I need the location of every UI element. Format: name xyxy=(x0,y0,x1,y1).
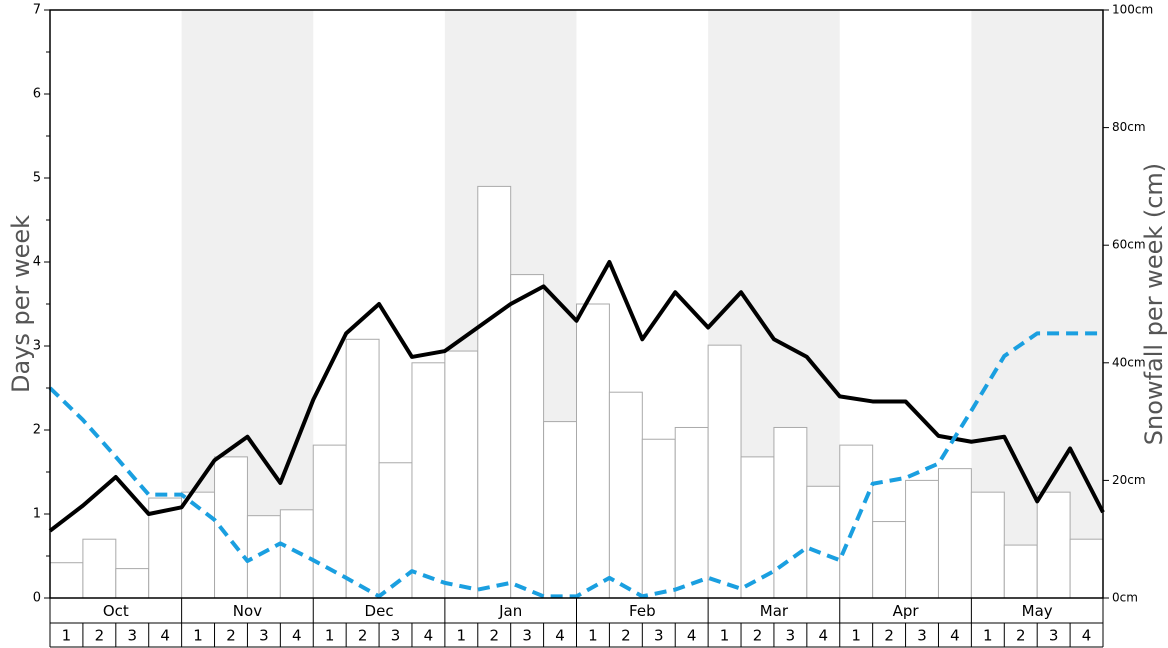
week-label: 4 xyxy=(819,627,829,645)
week-label: 4 xyxy=(1082,627,1092,645)
bar xyxy=(345,338,380,599)
bar xyxy=(905,479,939,599)
week-label: 3 xyxy=(522,627,532,645)
month-label: Apr xyxy=(893,602,920,620)
bar xyxy=(510,274,545,599)
y-tick-label: 3 xyxy=(33,339,41,354)
week-label: 1 xyxy=(325,627,335,645)
week-label: 4 xyxy=(555,627,565,645)
week-label: 2 xyxy=(489,627,499,645)
week-label: 3 xyxy=(391,627,401,645)
y2-tick-label: 40cm xyxy=(1112,355,1146,369)
y2-tick-label: 20cm xyxy=(1112,473,1146,487)
week-label: 1 xyxy=(720,627,730,645)
y2-tick-label: 0cm xyxy=(1112,591,1138,605)
week-label: 3 xyxy=(127,627,137,645)
week-label: 1 xyxy=(193,627,203,645)
line-series xyxy=(48,260,1105,533)
week-label: 2 xyxy=(95,627,105,645)
bar xyxy=(576,303,610,599)
y-tick-label: 4 xyxy=(33,255,41,270)
bar xyxy=(246,515,281,599)
month-label: Nov xyxy=(233,602,262,620)
y-tick-label: 6 xyxy=(33,87,41,102)
month-label: Oct xyxy=(103,602,129,620)
bar xyxy=(641,438,676,599)
bar xyxy=(1036,491,1071,599)
week-label: 4 xyxy=(950,627,960,645)
week-label: 2 xyxy=(226,627,236,645)
bar xyxy=(444,350,479,599)
week-label: 2 xyxy=(753,627,763,645)
bar xyxy=(411,362,446,599)
bar xyxy=(1003,544,1038,599)
bar xyxy=(608,391,643,599)
bar xyxy=(543,421,577,599)
y-tick-label: 1 xyxy=(33,507,41,522)
week-label: 4 xyxy=(687,627,697,645)
bar xyxy=(378,462,413,599)
month-label: Jan xyxy=(498,602,522,620)
week-label: 2 xyxy=(1016,627,1026,645)
bar xyxy=(806,485,841,599)
week-label: 1 xyxy=(457,627,467,645)
week-label: 3 xyxy=(917,627,927,645)
y-axis-label: Days per week xyxy=(7,215,35,393)
bar xyxy=(937,468,972,599)
month-label: Feb xyxy=(629,602,656,620)
week-label: 3 xyxy=(654,627,664,645)
week-label: 2 xyxy=(358,627,368,645)
y2-tick-label: 100cm xyxy=(1112,3,1153,17)
bar xyxy=(872,521,907,599)
week-label: 1 xyxy=(588,627,598,645)
week-label: 2 xyxy=(884,627,894,645)
bar xyxy=(477,185,512,599)
bar xyxy=(707,344,742,599)
week-label: 1 xyxy=(983,627,993,645)
week-label: 4 xyxy=(292,627,302,645)
week-label: 3 xyxy=(259,627,269,645)
bar xyxy=(839,444,874,599)
bar xyxy=(1069,538,1104,599)
y2-axis-label: Snowfall per week (cm) xyxy=(1140,163,1168,445)
bar xyxy=(674,426,709,599)
week-label: 2 xyxy=(621,627,631,645)
week-label: 3 xyxy=(1049,627,1059,645)
bar xyxy=(740,456,775,599)
bar xyxy=(970,491,1005,599)
bar xyxy=(181,491,216,599)
y2-tick-label: 80cm xyxy=(1112,120,1146,134)
month-label: Dec xyxy=(365,602,394,620)
y-tick-label: 0 xyxy=(33,591,41,606)
bar xyxy=(115,568,150,599)
week-label: 4 xyxy=(424,627,434,645)
line-series xyxy=(48,331,1103,599)
week-label: 4 xyxy=(160,627,170,645)
y2-tick-label: 60cm xyxy=(1112,238,1146,252)
bar xyxy=(312,444,347,599)
bar xyxy=(49,562,84,599)
y-tick-label: 7 xyxy=(33,3,41,18)
y-tick-label: 5 xyxy=(33,171,41,186)
bar xyxy=(773,426,808,599)
week-label: 1 xyxy=(851,627,861,645)
week-label: 3 xyxy=(786,627,796,645)
month-label: May xyxy=(1022,602,1053,620)
month-label: Mar xyxy=(760,602,789,620)
bar xyxy=(82,538,117,599)
y-tick-label: 2 xyxy=(33,423,41,438)
week-label: 1 xyxy=(62,627,72,645)
